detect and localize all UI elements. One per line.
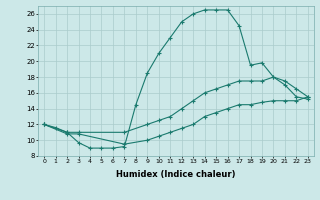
X-axis label: Humidex (Indice chaleur): Humidex (Indice chaleur) <box>116 170 236 179</box>
